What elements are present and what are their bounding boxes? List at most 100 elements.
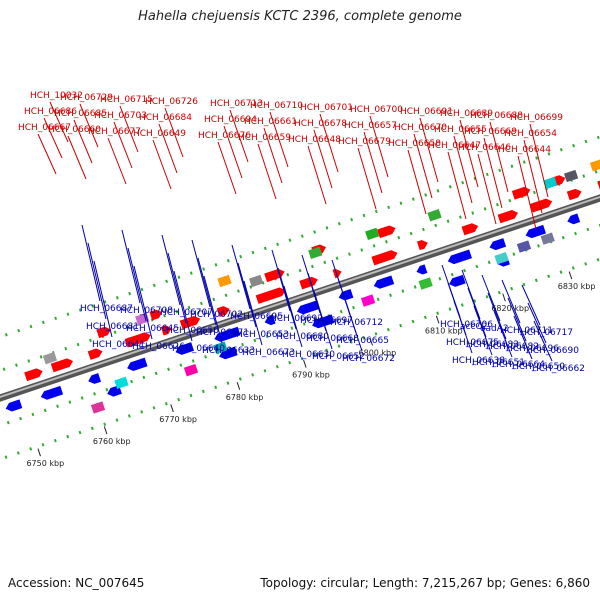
bottom-gene-label: HCH_06682 [486, 342, 539, 352]
scale-tick [170, 404, 174, 413]
top-gene-leader [363, 131, 383, 194]
bottom-gene-leader [93, 260, 113, 338]
top-gene-label: HCH_06686 [24, 107, 77, 117]
top-gene-label: HCH_06689 [440, 109, 493, 119]
top-gene-label: HCH_06649 [133, 129, 186, 139]
top-gene-leader [113, 121, 133, 169]
feature-block [183, 364, 199, 377]
top-gene-label: HCH_06684 [139, 113, 192, 123]
feature-block [540, 232, 555, 245]
bottom-gene-label: HCH_06638 [452, 356, 505, 366]
bottom-gene-label: HCH_06707 [160, 308, 213, 318]
forward-gene [124, 332, 151, 348]
bottom-gene-leader [81, 224, 101, 302]
bottom-gene-label: HCH_06664 [492, 360, 545, 370]
bottom-gene-label: HCH_06708 [120, 306, 173, 316]
top-gene-label: HCH_06713 [210, 99, 263, 109]
dots-row-bottom [0, 257, 600, 461]
bottom-gene-label: HCH_06673 [242, 348, 295, 358]
forward-gene [511, 186, 531, 200]
forward-gene [255, 287, 286, 304]
top-gene-label: HCH_06691 [400, 107, 453, 117]
top-gene-label: HCH_06667 [18, 123, 71, 133]
bottom-gene-leader [487, 292, 507, 340]
top-gene-label: HCH_06703 [94, 111, 147, 121]
bottom-gene-leader [501, 279, 521, 324]
top-gene-label: HCH_10032 [30, 91, 83, 101]
top-gene-label: HCH_06669 [464, 127, 517, 137]
bottom-gene-leader [161, 234, 181, 306]
top-gene-leader [43, 117, 63, 159]
forward-gene [160, 325, 172, 336]
top-gene-leader [483, 137, 503, 209]
top-gene-leader [459, 119, 479, 188]
top-gene-label: HCH_06701 [300, 103, 353, 113]
reverse-gene [447, 249, 472, 265]
reverse-gene [88, 373, 102, 384]
scale-label: 6760 kbp [93, 437, 131, 446]
bottom-gene-label: HCH_06702 [190, 310, 243, 320]
bottom-gene-label: HCH_06717 [520, 328, 573, 338]
top-gene-label: HCH_06646 [458, 143, 511, 153]
top-gene-label: HCH_06688 [470, 111, 523, 121]
top-gene-leader [453, 135, 473, 204]
top-gene-leader [523, 139, 543, 214]
bottom-gene-label: oadA2 [480, 324, 509, 334]
bottom-gene-label: HCH_06626 [132, 342, 185, 352]
top-gene-label: HCH_06647 [428, 141, 481, 151]
top-gene-label: HCH_06670 [394, 123, 447, 133]
bottom-gene-label: HCH_06656 [166, 326, 219, 336]
forward-gene [299, 276, 318, 290]
forward-gene [50, 358, 74, 373]
scale-tick [103, 426, 108, 435]
top-gene-leader [419, 117, 439, 183]
feature-block [494, 252, 509, 265]
top-gene-leader [529, 123, 549, 198]
scale-label: 6800 kbp [359, 349, 397, 358]
top-gene-leader [37, 133, 57, 175]
top-gene-label: HCH_06661 [244, 117, 297, 127]
dots-row-lower [0, 223, 600, 427]
bottom-gene-leader [521, 284, 541, 326]
top-gene-leader [407, 149, 427, 215]
reverse-gene [296, 300, 320, 315]
feature-block [516, 240, 532, 253]
bottom-gene-label: HCH_06712 [330, 318, 383, 328]
top-gene-label: HCH_06715 [100, 95, 153, 105]
scale-tick [502, 293, 506, 302]
forward-gene [149, 309, 163, 321]
top-gene-label: HCH_06658 [388, 139, 441, 149]
bottom-gene-label: HCH_06696 [506, 344, 559, 354]
top-gene-label: HCH_06679 [338, 137, 391, 147]
forward-gene [332, 268, 342, 279]
forward-gene [416, 240, 428, 251]
bottom-gene-leader [173, 270, 193, 342]
top-gene-leader [119, 105, 139, 153]
bottom-gene-leader [203, 275, 223, 344]
top-gene-label: HCH_06685 [54, 109, 107, 119]
bottom-gene-label: HCH_06671 [196, 328, 249, 338]
bottom-gene-label: HCH_06672 [342, 354, 395, 364]
bottom-gene-leader [197, 257, 217, 326]
feature-block [90, 401, 106, 414]
reverse-gene [175, 342, 195, 355]
reverse-gene [449, 274, 466, 287]
forward-gene [216, 306, 230, 317]
forward-gene [87, 348, 103, 360]
bottom-gene-label: HCH_06675 [446, 338, 499, 348]
bottom-gene-leader [277, 267, 297, 330]
forward-gene [497, 210, 518, 224]
forward-gene [461, 223, 479, 236]
scale-tick [236, 382, 241, 390]
bottom-gene-leader [237, 262, 257, 328]
forward-gene [377, 225, 396, 239]
top-gene-label: HCH_06644 [498, 145, 551, 155]
bottom-gene-label: HCH_06633 [202, 346, 255, 356]
bottom-gene-label: HCH_06706 [440, 320, 493, 330]
scale-label: 6790 kbp [292, 371, 330, 380]
topology-summary: Topology: circular; Length: 7,215,267 bp… [260, 576, 590, 590]
feature-block [308, 246, 323, 260]
top-gene-leader [489, 121, 509, 193]
bottom-gene-label: accC2 [460, 322, 487, 332]
